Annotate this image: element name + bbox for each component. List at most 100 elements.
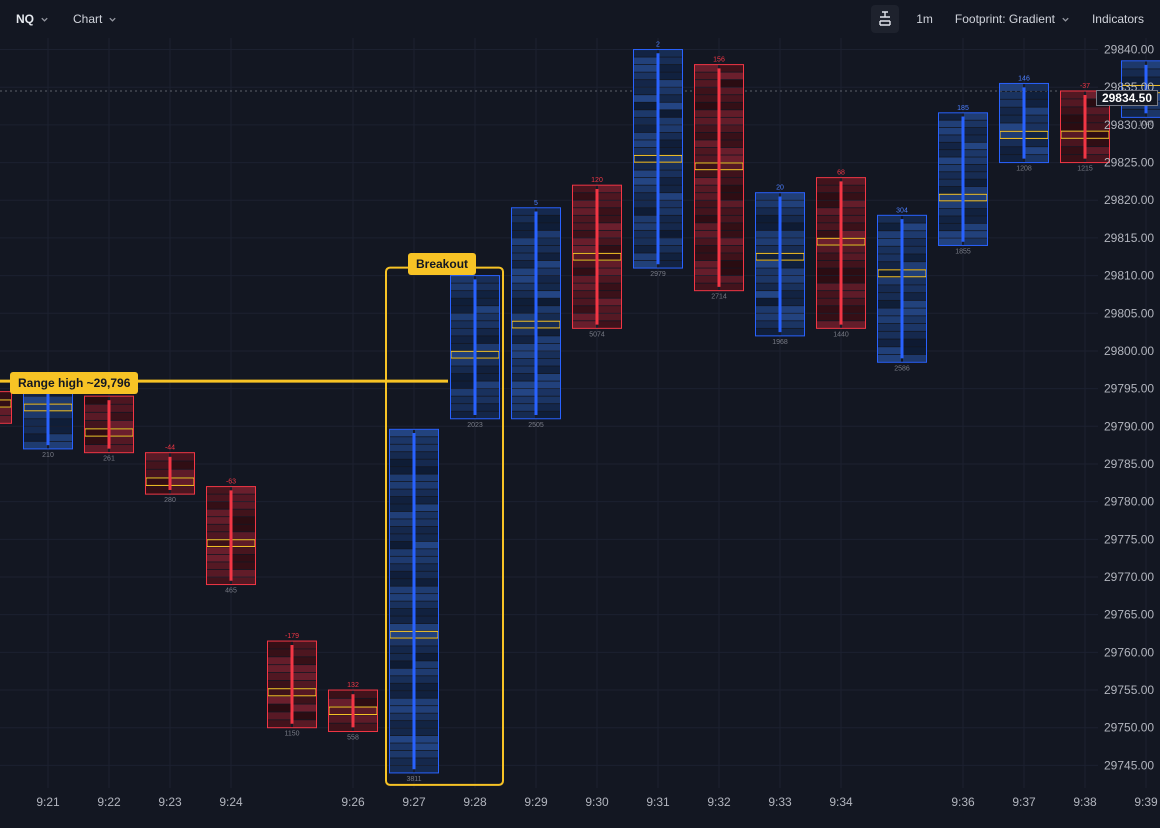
footprint-cell-bid [1122,77,1145,85]
footprint-bar[interactable]: 3811 [389,428,439,783]
price-tick-label: 29830.00 [1104,118,1154,132]
footprint-cell-bid [390,474,413,482]
footprint-cell-bid [695,253,718,261]
footprint-cell-ask [781,321,804,328]
footprint-cell-ask [781,223,804,230]
footprint-cell-bid [390,601,413,609]
footprint-bar[interactable]: 261 [84,395,134,463]
footprint-cell-bid [390,661,413,668]
footprint-cell-bid [268,665,291,673]
footprint-cell-bid [573,245,596,253]
layout-toggle-button[interactable] [871,5,900,33]
footprint-bar[interactable]: 120 5074 [572,177,622,338]
footprint-bar[interactable]: 20 1968 [755,185,805,346]
footprint-bar[interactable]: 146 1208 [999,75,1049,173]
footprint-cell-ask [476,298,499,306]
footprint-cell-bid [390,519,413,527]
footprint-bar[interactable]: 5 2505 [511,200,561,429]
footprint-cell-bid [695,215,718,223]
price-tick-label: 29765.00 [1104,608,1154,622]
footprint-bar[interactable]: 132 558 [328,682,378,741]
footprint-bar[interactable]: 210 [23,388,73,459]
footprint-cell-bid [573,291,596,298]
footprint-cell-bid [756,328,779,336]
footprint-cell-bid [512,321,535,328]
footprint-cell-bid [817,200,840,208]
bar-delta-label: 156 [713,57,725,64]
footprint-cell-bid [695,170,718,178]
footprint-cell-bid [634,200,657,208]
price-axis[interactable]: 29745.00 29750.00 29755.00 29760.00 29765.00… [1104,43,1154,773]
footprint-cell-bid [634,155,657,163]
footprint-cell-ask [537,389,560,396]
chevron-down-icon [1062,17,1069,22]
footprint-bar[interactable]: -63 465 [206,479,256,595]
bar-volume-label: 1440 [833,331,849,338]
footprint-cell-bid [512,238,535,246]
bar-delta-label: 68 [837,170,845,177]
time-axis[interactable]: 9:21 9:22 9:23 9:24 9:26 9:27 9:28 9:29 9:30 9:31… [36,795,1158,809]
footprint-cell-ask [842,230,865,238]
footprint-cell-ask [781,238,804,246]
footprint-cell-ask [903,231,926,239]
footprint-cell-ask [781,298,804,306]
footprint-cell-ask [842,283,865,291]
footprint-cell-ask [293,720,316,728]
footprint-cell-bid [756,260,779,268]
symbol-selector[interactable]: NQ [0,0,61,38]
footprint-bar[interactable]: 2 2979 [633,42,683,279]
footprint-cell-bid [207,532,230,539]
footprint-bar[interactable]: 304 2586 [877,207,927,372]
footprint-cell-bid [24,426,47,434]
footprint-cell-ask [415,429,438,437]
footprint-bar[interactable] [0,391,12,424]
footprint-cell-ask [842,223,865,230]
footprint-cell-ask [354,715,377,723]
footprint-cell-bid [1000,83,1023,91]
footprint-cell-bid [817,298,840,306]
footprint-bar[interactable]: 185 1855 [938,105,988,256]
footprint-cell-ask [720,147,743,155]
footprint-cell-ask [537,366,560,374]
footprint-cell-ask [0,399,11,408]
footprint-cell-bid [695,245,718,253]
time-tick-label: 9:24 [219,795,243,809]
footprint-cell-ask [476,313,499,321]
footprint-cell-bid [573,268,596,276]
footprint-bar[interactable]: -179 1150 [267,633,317,738]
footprint-cell-bid [24,441,47,449]
footprint-cell-ask [476,404,499,411]
footprint-cell-ask [415,750,438,758]
interval-selector[interactable]: 1m [905,0,944,38]
footprint-cell-bid [1000,115,1023,123]
footprint-bar[interactable]: 2023 [450,275,500,429]
footprint-cell-bid [939,172,962,179]
footprint-cell-bid [695,72,718,80]
footprint-cell-bid [512,283,535,291]
footprint-cell-ask [415,594,438,601]
footprint-cell-ask [49,396,72,404]
footprint-bar[interactable]: -44 280 [145,445,195,504]
footprint-cell-ask [537,260,560,268]
footprint-cell-ask [232,494,255,502]
footprint-cell-bid [695,178,718,185]
footprint-cell-ask [903,269,926,277]
footprint-cell-bid [878,331,901,339]
footprint-bar[interactable]: 68 1440 [816,170,866,339]
price-tick-label: 29820.00 [1104,193,1154,207]
footprint-cell-ask [171,477,194,486]
indicators-button[interactable]: Indicators [1081,0,1160,38]
footprint-cell-bid [390,616,413,624]
bar-delta-label: -63 [226,479,236,486]
footprint-bar[interactable]: 156 2714 [694,57,744,301]
indicators-label: Indicators [1091,12,1144,26]
footprint-cell-ask [415,698,438,706]
chart-menu[interactable]: Chart [61,0,129,38]
bar-delta-label: -37 [1080,83,1090,90]
footprint-cell-ask [720,230,743,238]
footprint-cell-bid [695,162,718,170]
footprint-cell-bid [878,223,901,231]
chart-style-selector[interactable]: Footprint: Gradient [944,0,1081,38]
footprint-cell-bid [390,668,413,676]
